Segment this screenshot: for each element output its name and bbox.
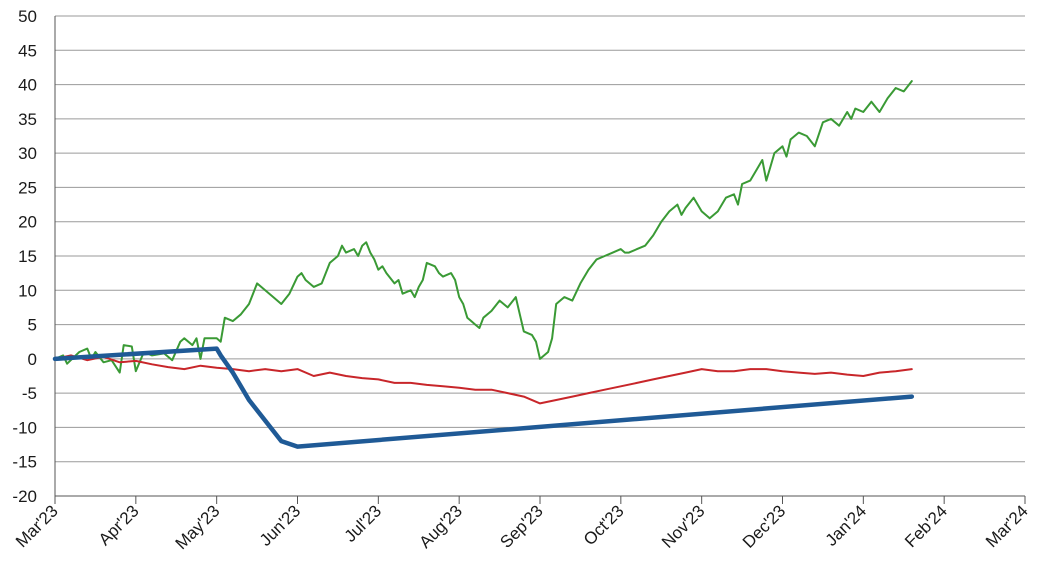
- gridlines: [55, 15, 1025, 497]
- x-tick-label: Oct'23: [580, 501, 628, 549]
- y-tick-label: 25: [18, 178, 37, 197]
- axes: [54, 16, 1026, 504]
- y-tick-label: 45: [18, 41, 37, 60]
- x-tick-label: Jul'23: [341, 501, 385, 545]
- y-tick-label: 5: [28, 316, 37, 335]
- x-tick-label: Sep'23: [496, 501, 546, 551]
- y-tick-label: 0: [28, 350, 37, 369]
- x-tick-label: Jun'23: [256, 501, 304, 549]
- x-tick-label: Apr'23: [95, 501, 143, 549]
- series-lines: [52, 80, 915, 449]
- y-tick-label: -5: [22, 384, 37, 403]
- x-tick-label: Mar'24: [982, 501, 1032, 551]
- y-tick-label: 15: [18, 247, 37, 266]
- y-tick-label: -20: [12, 487, 37, 506]
- x-tick-label: Dec'23: [739, 501, 789, 551]
- series-line-2: [54, 354, 913, 405]
- series-line-1: [54, 80, 913, 374]
- y-tick-label: 10: [18, 281, 37, 300]
- y-tick-label: -10: [12, 418, 37, 437]
- y-tick-label: 40: [18, 76, 37, 95]
- x-tick-label: Mar'23: [12, 501, 62, 551]
- x-tick-label: May'23: [172, 501, 224, 553]
- x-tick-label: Aug'23: [416, 501, 466, 551]
- x-tick-label: Nov'23: [658, 501, 708, 551]
- y-tick-label: 30: [18, 144, 37, 163]
- series-line-3: [52, 346, 915, 449]
- y-tick-label: 20: [18, 213, 37, 232]
- y-tick-label: -15: [12, 453, 37, 472]
- y-tick-label: 50: [18, 7, 37, 26]
- x-tick-label: Feb'24: [901, 501, 951, 551]
- y-tick-label: 35: [18, 110, 37, 129]
- x-tick-labels: Mar'23 Apr'23 May'23 Jun'23 Jul'23 Aug'23 Sep'…: [12, 501, 1032, 553]
- x-tick-label: Jan'24: [822, 501, 870, 549]
